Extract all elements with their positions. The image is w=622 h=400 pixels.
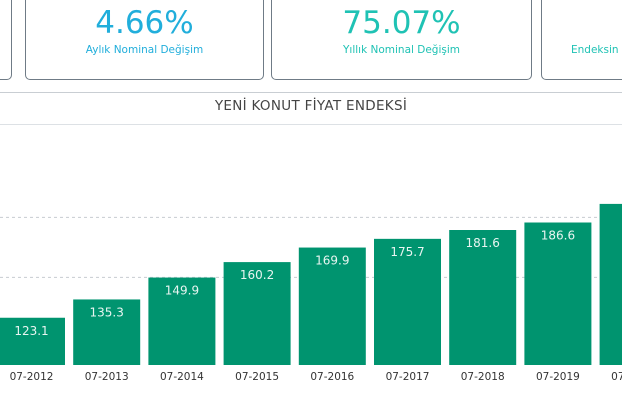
x-tick-label: 07-2015 <box>235 371 279 383</box>
chart-bar[interactable] <box>223 262 291 365</box>
bar-value-label: 175.7 <box>390 245 424 259</box>
x-tick-label: 07-2018 <box>461 371 505 383</box>
bar-value-label: 181.6 <box>466 236 500 250</box>
section-divider <box>0 92 622 93</box>
x-tick-label: 07-2019 <box>536 371 580 383</box>
stat-card-yearly: 75.07% Yıllık Nominal Değişim <box>271 0 532 80</box>
stat-card-left <box>0 0 12 80</box>
chart-bar[interactable] <box>374 238 441 365</box>
bar-value-label: 169.9 <box>315 254 349 268</box>
chart-title: YENİ KONUT FİYAT ENDEKSİ <box>214 98 408 114</box>
x-tick-label: 07-2016 <box>310 371 354 383</box>
stat-card-monthly: 4.66% Aylık Nominal Değişim <box>25 0 264 80</box>
chart-bar[interactable] <box>449 230 517 365</box>
yearly-change-value: 75.07% <box>342 5 461 41</box>
stat-card-right: Endeksin B <box>541 0 622 80</box>
chart-bar[interactable] <box>148 277 216 365</box>
monthly-change-value: 4.66% <box>95 5 194 41</box>
x-tick-label: 07-2012 <box>10 371 54 383</box>
chart-bar[interactable] <box>524 222 592 366</box>
chart-bar[interactable] <box>599 203 622 365</box>
chart-bar[interactable] <box>298 247 366 365</box>
x-tick-label: 07-2020 <box>611 371 622 383</box>
title-divider <box>0 124 622 125</box>
chart-bar[interactable] <box>0 317 65 365</box>
chart-bar[interactable] <box>73 299 141 365</box>
yearly-change-label: Yıllık Nominal Değişim <box>342 44 460 56</box>
x-tick-label: 07-2013 <box>85 371 129 383</box>
bar-value-label: 123.1 <box>14 324 48 338</box>
x-tick-label: 07-2014 <box>160 371 204 383</box>
bar-value-label: 186.6 <box>541 229 575 243</box>
bar-value-label: 135.3 <box>90 305 124 319</box>
bar-value-label: 160.2 <box>240 268 274 282</box>
index-card-label: Endeksin B <box>571 44 622 56</box>
monthly-change-label: Aylık Nominal Değişim <box>85 44 204 56</box>
bar-value-label: 149.9 <box>165 284 199 298</box>
x-tick-label: 07-2017 <box>386 371 430 383</box>
